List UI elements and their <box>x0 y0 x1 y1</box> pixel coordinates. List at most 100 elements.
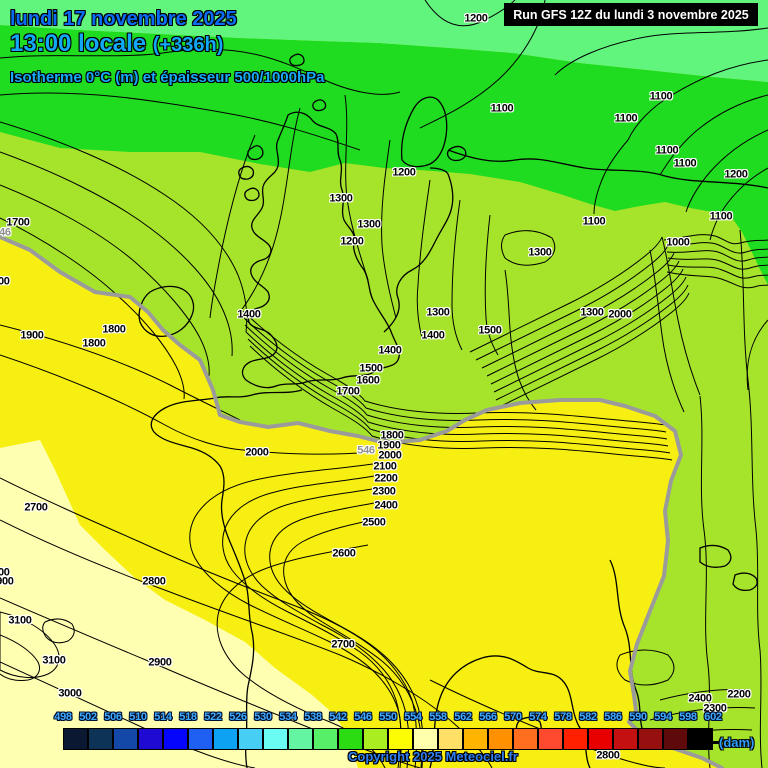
isotherm-value-label: 1800 <box>0 275 10 288</box>
coastlines <box>138 53 768 768</box>
scale-end-tick <box>711 741 719 744</box>
scale-swatch <box>213 728 238 750</box>
isotherm-value-label: 1300 <box>580 306 604 319</box>
isotherm-value-label: 1800 <box>82 337 106 350</box>
isotherm-value-label: 1200 <box>392 166 416 179</box>
scale-tick-label: 562 <box>454 711 472 723</box>
isotherm-value-label: 1500 <box>478 324 502 337</box>
scale-tick-label: 578 <box>554 711 572 723</box>
thickness-band-green <box>0 25 768 285</box>
isotherm-value-label: 1400 <box>378 344 402 357</box>
isotherm-value-label: 2500 <box>362 516 386 529</box>
scale-tick-label: 506 <box>104 711 122 723</box>
scale-swatch <box>88 728 113 750</box>
isotherm-value-label: 1100 <box>582 215 606 228</box>
isotherm-value-label: 3100 <box>8 614 32 627</box>
scale-tick-label: 526 <box>229 711 247 723</box>
scale-tick-label: 534 <box>279 711 297 723</box>
scale-tick-label: 582 <box>579 711 597 723</box>
scale-swatch <box>388 728 413 750</box>
isotherm-value-label: 1100 <box>709 210 733 223</box>
scale-tick-label: 594 <box>654 711 672 723</box>
scale-swatch <box>488 728 513 750</box>
scale-tick-label: 570 <box>504 711 522 723</box>
scale-tick-label: 522 <box>204 711 222 723</box>
isotherm-value-label: 1700 <box>336 385 360 398</box>
model-run-text: Run GFS 12Z du lundi 3 novembre 2025 <box>513 7 749 22</box>
isotherm-value-label: 1700 <box>6 216 30 229</box>
scale-unit-label: (dam) <box>719 735 755 750</box>
thickness-band-cream <box>0 440 358 768</box>
scale-tick-label: 554 <box>404 711 422 723</box>
isotherm-value-label: 1300 <box>426 306 450 319</box>
scale-swatch <box>313 728 338 750</box>
isotherm-value-label: 1800 <box>380 429 404 442</box>
isotherm-value-label: 1300 <box>329 192 353 205</box>
scale-tick-label: 586 <box>604 711 622 723</box>
isotherm-value-label: 1100 <box>490 102 514 115</box>
isotherm-value-label: 2300 <box>703 702 727 715</box>
scale-tick-label: 502 <box>79 711 97 723</box>
isotherm-value-label: 2400 <box>374 499 398 512</box>
scale-swatch <box>588 728 613 750</box>
scale-tick-label: 538 <box>304 711 322 723</box>
isotherm-value-label: 2700 <box>331 638 355 651</box>
isotherm-value-label: 1100 <box>614 112 638 125</box>
isotherm-value-label: 1300 <box>357 218 381 231</box>
thickness-line-label: 546 <box>357 444 375 457</box>
isotherm-value-label: 2600 <box>332 547 356 560</box>
map-subtitle: Isotherme 0°C (m) et épaisseur 500/1000h… <box>10 69 325 86</box>
local-time: 13:00 locale <box>10 30 147 57</box>
isotherm-value-label: 1100 <box>655 144 679 157</box>
isotherm-value-label: 2200 <box>727 688 751 701</box>
isotherm-value-label: 2100 <box>373 460 397 473</box>
isotherm-value-label: 2000 <box>378 449 402 462</box>
isotherm-value-label: 2800 <box>0 566 10 579</box>
scale-swatch <box>263 728 288 750</box>
scale-swatch <box>288 728 313 750</box>
scale-swatch <box>163 728 188 750</box>
isotherm-value-label: 1200 <box>464 12 488 25</box>
isotherm-value-label: 2800 <box>596 749 620 762</box>
scale-tick-label: 514 <box>154 711 172 723</box>
isotherm-value-label: 1900 <box>20 329 44 342</box>
isotherm-value-label: 1400 <box>421 329 445 342</box>
time-title: 13:00 locale (+336h) <box>10 30 223 58</box>
isotherm-value-label: 1900 <box>377 439 401 452</box>
forecast-offset: (+336h) <box>152 34 224 56</box>
isotherm-value-label: 2300 <box>372 485 396 498</box>
isotherm-value-label: 1000 <box>666 236 690 249</box>
isotherm-value-label: 1100 <box>673 157 697 170</box>
isotherm-value-label: 1600 <box>356 374 380 387</box>
scale-tick-label: 550 <box>379 711 397 723</box>
isotherm-value-label: 2000 <box>608 308 632 321</box>
scale-tick-label: 498 <box>54 711 72 723</box>
scale-tick-label: 602 <box>704 711 722 723</box>
scale-tick-label: 566 <box>479 711 497 723</box>
scale-tick-label: 546 <box>354 711 372 723</box>
scale-swatch <box>613 728 638 750</box>
scale-swatch <box>513 728 538 750</box>
scale-swatch <box>438 728 463 750</box>
scale-swatch <box>363 728 388 750</box>
scale-swatch <box>638 728 663 750</box>
isotherm-value-label: 3100 <box>42 654 66 667</box>
scale-tick-label: 518 <box>179 711 197 723</box>
scale-tick-label: 530 <box>254 711 272 723</box>
isotherm-value-label: 1400 <box>237 308 261 321</box>
thickness-546-line <box>0 235 724 768</box>
scale-swatch <box>238 728 263 750</box>
scale-swatch <box>338 728 363 750</box>
scale-swatch <box>413 728 438 750</box>
scale-swatch <box>113 728 138 750</box>
scale-tick-label: 510 <box>129 711 147 723</box>
scale-swatch <box>138 728 163 750</box>
scale-swatch <box>63 728 88 750</box>
isotherm-value-label: 1100 <box>649 90 673 103</box>
isotherm-value-label: 1800 <box>102 323 126 336</box>
scale-tick-label: 558 <box>429 711 447 723</box>
scale-tick-label: 590 <box>629 711 647 723</box>
date-title: lundi 17 novembre 2025 <box>10 8 237 30</box>
